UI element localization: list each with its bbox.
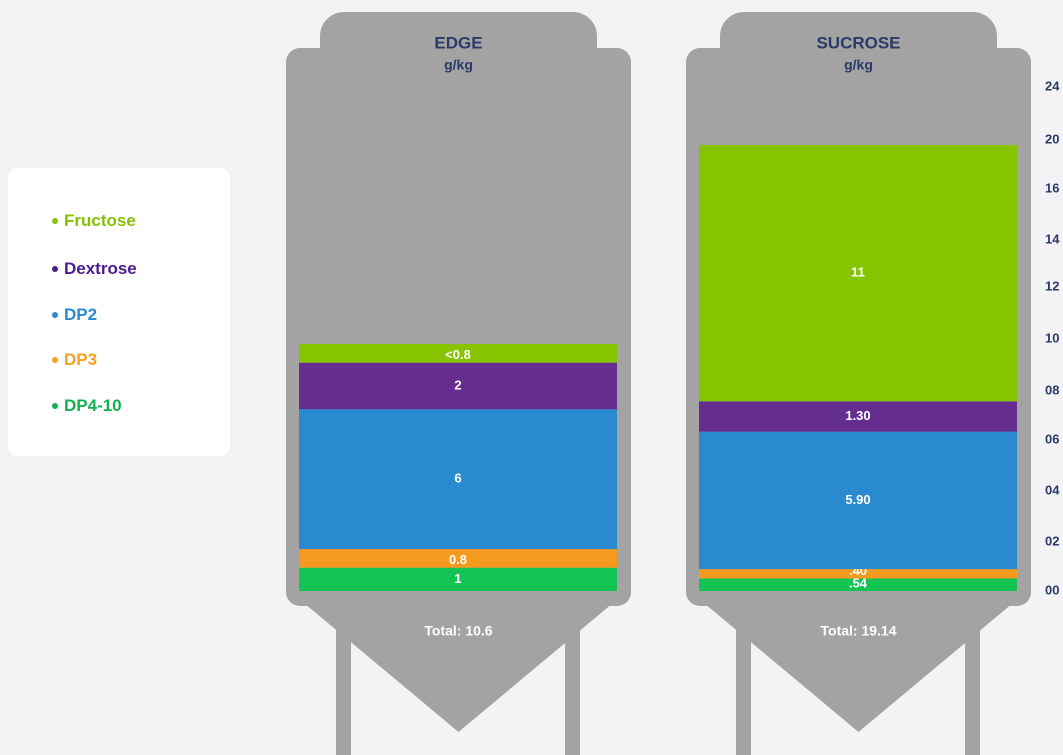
bar-segment-dp2: [699, 431, 1017, 570]
y-tick-label: 02: [1045, 533, 1059, 548]
legend-item-dextrose: Dextrose: [52, 259, 137, 279]
segment-label: 1.30: [845, 408, 870, 423]
legend-item-dp2: DP2: [52, 305, 97, 325]
legend-item-dp4-10: DP4-10: [52, 396, 122, 416]
bar-segment-fructose: [699, 145, 1017, 402]
legend-label: Dextrose: [64, 259, 137, 278]
y-tick-label: 06: [1045, 431, 1059, 446]
legend-dot-icon: [52, 403, 58, 409]
segment-label: 6: [454, 471, 461, 486]
legend-label: DP2: [64, 305, 98, 324]
bar-segment-dp2: [299, 409, 617, 550]
total-label-sucrose: Total: 19.14: [821, 623, 897, 639]
legend-label: DP4-10: [64, 396, 122, 415]
legend-item-fructose: Fructose: [52, 211, 136, 231]
legend-label: DP3: [64, 350, 98, 369]
segment-label: 5.90: [845, 492, 870, 507]
bar-segment-dp4-10: [699, 578, 1017, 591]
bar-segment-fructose: [299, 344, 617, 363]
y-tick-label: 12: [1045, 278, 1059, 293]
y-tick-label: 00: [1045, 582, 1059, 597]
y-tick-label: 24: [1045, 78, 1060, 93]
legend-item-dp3: DP3: [52, 350, 97, 370]
column-title-edge: EDGE: [434, 33, 482, 52]
segment-label: .54: [849, 575, 868, 590]
y-tick-label: 08: [1045, 382, 1059, 397]
segment-label: 0.8: [449, 552, 467, 567]
silo-hopper: [298, 598, 619, 732]
bar-segment-dextrose: [299, 362, 617, 410]
column-unit-edge: g/kg: [444, 57, 473, 73]
y-tick-label: 20: [1045, 131, 1059, 146]
segment-label: 2: [454, 377, 461, 392]
column-unit-sucrose: g/kg: [844, 57, 873, 73]
segment-label: 11: [851, 265, 865, 280]
total-label-edge: Total: 10.6: [424, 623, 492, 639]
legend-dot-icon: [52, 266, 58, 272]
y-tick-label: 16: [1045, 180, 1059, 195]
silo-hopper: [698, 598, 1019, 732]
segment-label: 1: [454, 571, 461, 586]
bar-segment-dextrose: [699, 401, 1017, 432]
legend-panel: Fructose Dextrose DP2 DP3 DP4-10: [8, 168, 230, 456]
column-title-sucrose: SUCROSE: [816, 33, 900, 52]
bar-segment-dp3: [699, 569, 1017, 579]
y-tick-label: 10: [1045, 330, 1059, 345]
y-tick-label: 14: [1045, 231, 1060, 246]
bar-segment-dp3: [299, 549, 617, 568]
segment-label: <0.8: [445, 347, 471, 362]
legend-dot-icon: [52, 357, 58, 363]
bar-segment-dp4-10: [299, 567, 617, 591]
legend-dot-icon: [52, 312, 58, 318]
legend-label: Fructose: [64, 211, 136, 230]
y-tick-label: 04: [1045, 482, 1060, 497]
legend-dot-icon: [52, 218, 58, 224]
